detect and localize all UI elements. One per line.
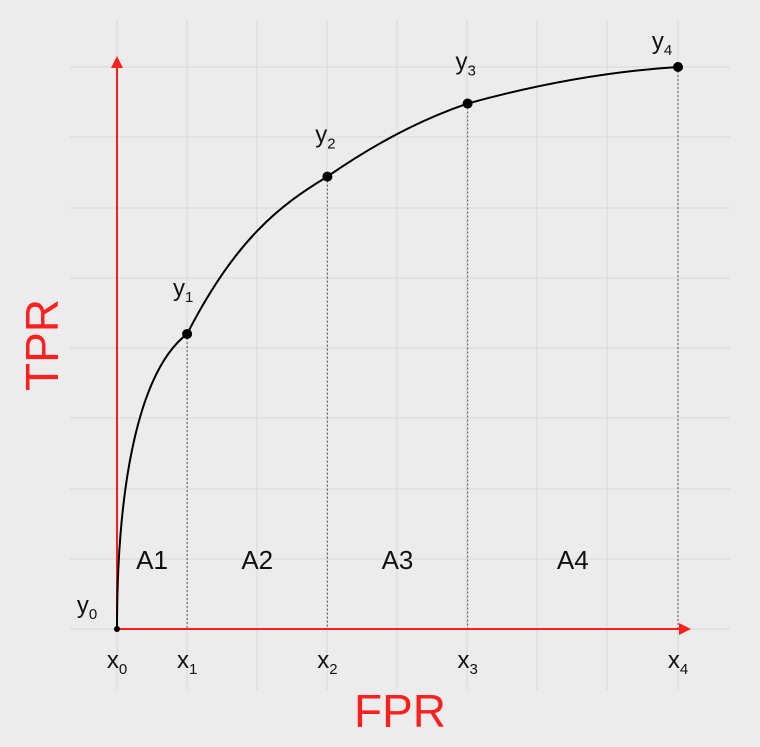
y-axis-title: TPR: [16, 299, 68, 391]
background-grid: [70, 20, 730, 690]
axes: [111, 56, 691, 635]
curve-point-0: [114, 626, 120, 632]
area-labels: A1 A2 A3 A4: [136, 545, 589, 575]
vertical-dashed-lines: [186, 67, 679, 629]
x-label-2: x2: [317, 647, 337, 678]
y-label-2: y2: [315, 122, 335, 153]
y-label-1: y1: [173, 275, 193, 306]
area-label-4: A4: [557, 545, 589, 575]
curve-point-2: [322, 171, 333, 182]
x-label-4: x4: [668, 647, 688, 678]
area-label-3: A3: [382, 545, 414, 575]
point-labels: x0 y0 x1 y1 x2 y2 x3 y3 x4 y4: [77, 28, 688, 678]
area-label-2: A2: [241, 545, 273, 575]
x-axis-title: FPR: [354, 685, 446, 737]
roc-curve: [116, 66, 679, 630]
y-label-0: y0: [77, 592, 97, 623]
curve-point-1: [182, 328, 193, 339]
x-label-0: x0: [107, 647, 127, 678]
x-label-3: x3: [457, 647, 477, 678]
curve-point-4: [673, 62, 683, 72]
x-label-1: x1: [177, 647, 197, 678]
area-label-1: A1: [136, 545, 168, 575]
y-label-4: y4: [652, 28, 672, 59]
y-label-3: y3: [455, 49, 475, 80]
curve-point-3: [462, 98, 473, 109]
curve-points: [114, 62, 683, 632]
